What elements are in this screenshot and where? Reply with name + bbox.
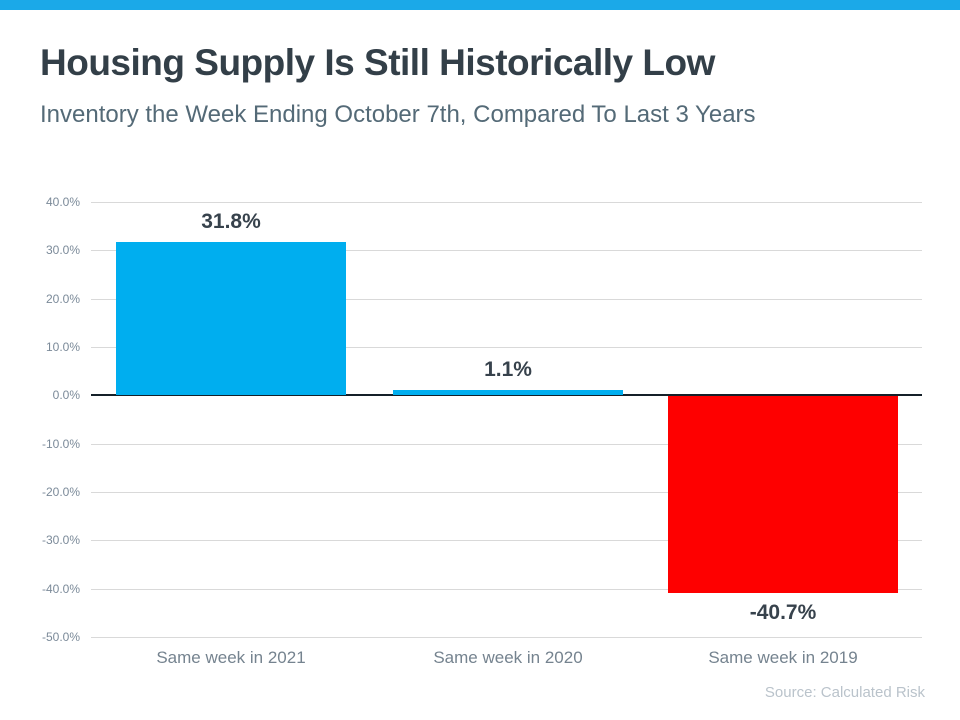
y-tick-label: 40.0%	[45, 195, 80, 209]
gridline	[91, 347, 922, 348]
chart-title: Housing Supply Is Still Historically Low	[40, 42, 715, 83]
gridline	[91, 492, 922, 493]
y-tick-label: 20.0%	[45, 291, 80, 306]
top-accent-bar	[0, 0, 960, 10]
y-tick-label: 0.0%	[52, 388, 80, 403]
plot-area	[91, 202, 922, 638]
y-tick-label: 10.0%	[45, 340, 80, 354]
gridline	[91, 250, 922, 252]
gridline	[91, 540, 922, 542]
bar-value-label: 31.8%	[201, 209, 261, 233]
y-tick-label: 30.0%	[45, 243, 80, 258]
bar-1	[116, 241, 346, 396]
zero-baseline	[91, 394, 922, 397]
y-tick-label: -30.0%	[41, 533, 80, 548]
bar-value-label: -40.7%	[749, 601, 817, 625]
chart-subtitle: Inventory the Week Ending October 7th, C…	[40, 101, 756, 128]
y-tick-label: -10.0%	[41, 436, 80, 451]
gridline	[91, 202, 922, 203]
gridline	[91, 443, 922, 445]
bar-value-label: 1.1%	[484, 358, 532, 382]
gridline	[91, 637, 922, 638]
bar-2	[393, 390, 623, 396]
x-category-label: Same week in 2021	[156, 648, 306, 667]
x-category-label: Same week in 2019	[708, 648, 858, 667]
y-tick-label: -20.0%	[41, 485, 80, 499]
y-tick-label: -40.0%	[41, 581, 80, 596]
gridline	[91, 298, 922, 300]
gridline	[91, 588, 922, 590]
source-attribution: Source: Calculated Risk	[764, 684, 925, 701]
x-category-label: Same week in 2020	[433, 648, 583, 667]
y-tick-label: -50.0%	[41, 630, 80, 644]
bar-3	[668, 396, 898, 594]
